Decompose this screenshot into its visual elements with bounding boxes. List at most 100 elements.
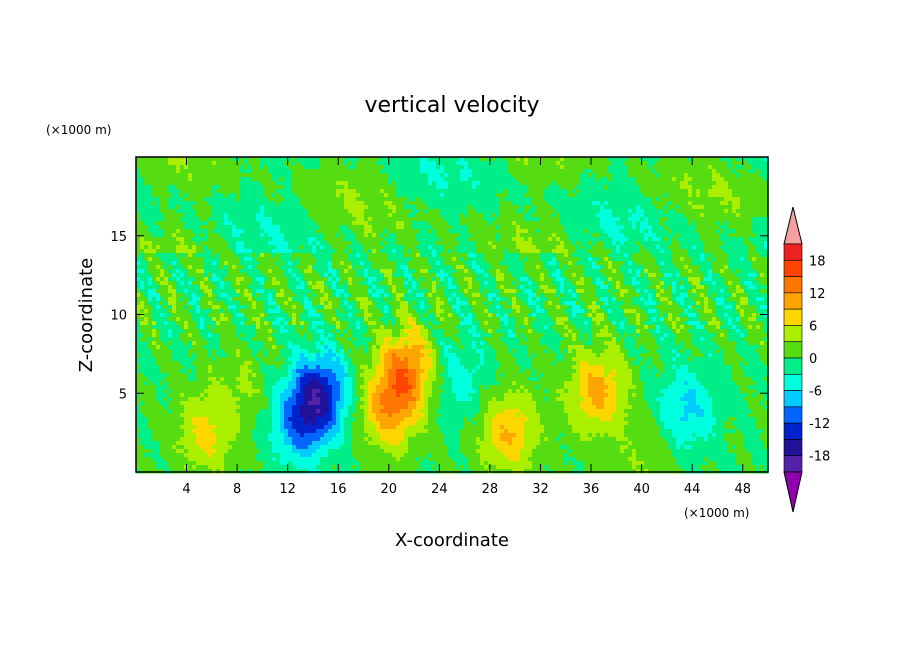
- contour-cell: [396, 213, 401, 218]
- contour-cell: [664, 157, 669, 162]
- contour-cell: [636, 157, 641, 162]
- contour-cell: [196, 253, 201, 258]
- contour-cell: [704, 177, 709, 182]
- contour-cell: [484, 213, 489, 218]
- contour-cell: [180, 169, 185, 174]
- contour-cell: [444, 209, 449, 214]
- contour-cell: [448, 217, 453, 222]
- contour-cell: [368, 277, 373, 282]
- contour-cell: [136, 165, 141, 170]
- contour-cell: [296, 237, 301, 242]
- contour-cell: [432, 185, 437, 190]
- contour-cell: [760, 197, 765, 202]
- contour-cell: [708, 205, 713, 210]
- contour-cell: [136, 245, 141, 250]
- contour-cell: [552, 229, 557, 234]
- contour-cell: [220, 225, 225, 230]
- contour-cell: [148, 157, 153, 162]
- contour-cell: [704, 205, 709, 210]
- contour-cell: [416, 233, 421, 238]
- contour-cell: [588, 201, 593, 206]
- contour-cell: [432, 225, 437, 230]
- contour-cell: [396, 225, 401, 230]
- contour-cell: [220, 209, 225, 214]
- contour-cell: [232, 257, 237, 262]
- contour-cell: [380, 261, 385, 266]
- contour-cell: [432, 173, 437, 178]
- contour-cell: [424, 205, 429, 210]
- contour-cell: [348, 217, 353, 222]
- contour-cell: [680, 161, 685, 166]
- contour-cell: [728, 233, 733, 238]
- contour-cell: [612, 221, 617, 226]
- contour-cell: [388, 169, 393, 174]
- contour-cell: [464, 193, 469, 198]
- contour-cell: [580, 237, 585, 242]
- contour-cell: [676, 241, 681, 246]
- contour-cell: [704, 277, 709, 282]
- contour-cell: [620, 157, 625, 162]
- contour-cell: [452, 161, 457, 166]
- contour-cell: [704, 181, 709, 186]
- contour-cell: [224, 237, 229, 242]
- contour-cell: [440, 253, 445, 258]
- contour-cell: [340, 217, 345, 222]
- contour-cell: [224, 209, 229, 214]
- contour-cell: [324, 269, 329, 274]
- contour-cell: [200, 257, 205, 262]
- contour-cell: [296, 233, 301, 238]
- contour-cell: [212, 165, 217, 170]
- contour-cell: [588, 269, 593, 274]
- contour-cell: [720, 257, 725, 262]
- contour-cell: [672, 265, 677, 270]
- contour-cell: [440, 257, 445, 262]
- contour-cell: [240, 269, 245, 274]
- contour-cell: [376, 181, 381, 186]
- contour-cell: [712, 197, 717, 202]
- contour-cell: [188, 181, 193, 186]
- contour-cell: [356, 209, 361, 214]
- contour-cell: [320, 269, 325, 274]
- contour-cell: [648, 277, 653, 282]
- contour-cell: [452, 205, 457, 210]
- contour-cell: [136, 269, 141, 274]
- contour-cell: [192, 209, 197, 214]
- contour-cell: [428, 281, 433, 286]
- contour-cell: [620, 245, 625, 250]
- contour-cell: [384, 197, 389, 202]
- contour-cell: [304, 249, 309, 254]
- contour-cell: [212, 161, 217, 166]
- contour-cell: [544, 277, 549, 282]
- contour-cell: [520, 281, 525, 286]
- contour-field: [136, 157, 769, 474]
- contour-cell: [252, 237, 257, 242]
- contour-cell: [372, 185, 377, 190]
- contour-cell: [672, 237, 677, 242]
- contour-cell: [692, 257, 697, 262]
- contour-cell: [492, 165, 497, 170]
- contour-cell: [708, 241, 713, 246]
- contour-cell: [488, 221, 493, 226]
- contour-cell: [200, 173, 205, 178]
- contour-cell: [492, 209, 497, 214]
- contour-cell: [360, 177, 365, 182]
- contour-cell: [340, 277, 345, 282]
- contour-cell: [408, 181, 413, 186]
- contour-cell: [424, 225, 429, 230]
- contour-cell: [740, 237, 745, 242]
- contour-cell: [368, 281, 373, 286]
- contour-cell: [204, 181, 209, 186]
- contour-cell: [680, 201, 685, 206]
- contour-cell: [260, 161, 265, 166]
- contour-cell: [760, 209, 765, 214]
- contour-cell: [668, 245, 673, 250]
- contour-cell: [456, 225, 461, 230]
- contour-cell: [344, 233, 349, 238]
- contour-cell: [516, 161, 521, 166]
- contour-cell: [156, 189, 161, 194]
- contour-cell: [448, 181, 453, 186]
- contour-cell: [580, 221, 585, 226]
- contour-cell: [464, 213, 469, 218]
- contour-cell: [140, 229, 145, 234]
- contour-cell: [524, 225, 529, 230]
